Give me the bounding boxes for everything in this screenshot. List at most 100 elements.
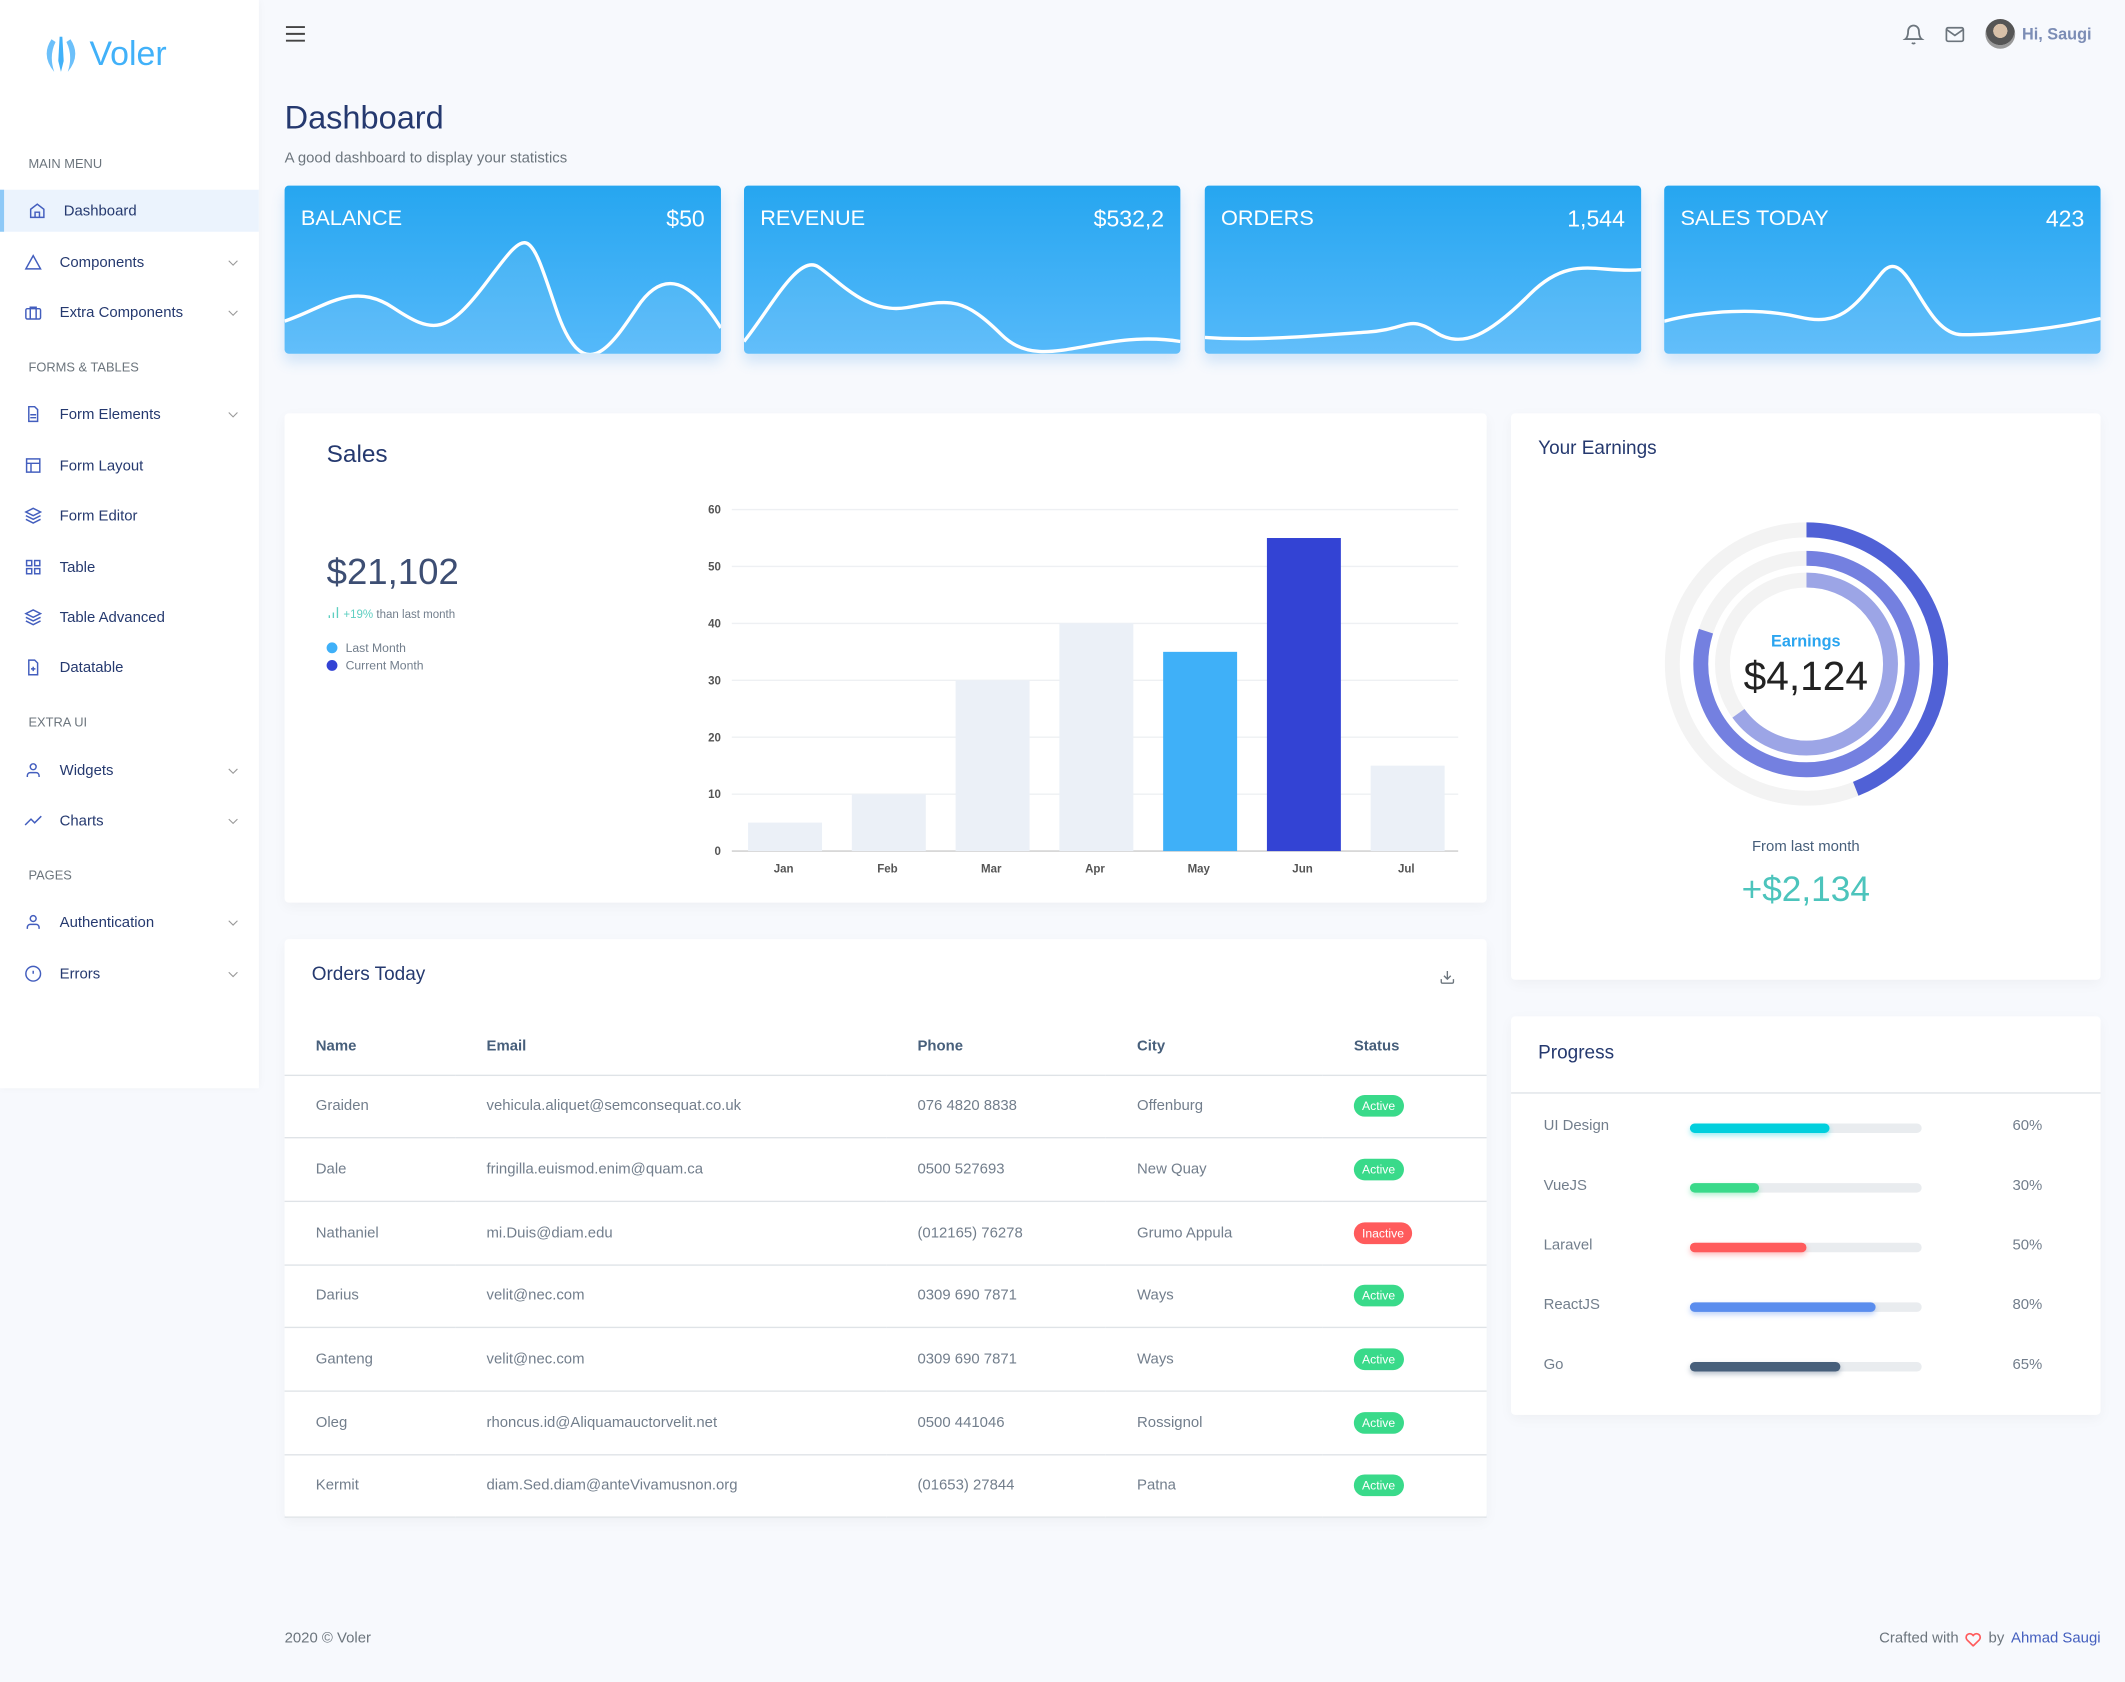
sales-change-text: than last month: [376, 607, 456, 621]
download-icon[interactable]: [1439, 969, 1455, 985]
file-plus-icon: [28, 659, 39, 676]
table-cell: Active: [1322, 1264, 1487, 1329]
author-link[interactable]: Ahmad Saugi: [2011, 1630, 2101, 1647]
sidebar-item-label: Authentication: [59, 914, 155, 931]
stat-card-balance: BALANCE $50: [284, 185, 721, 354]
sidebar-item-components[interactable]: Components: [0, 241, 259, 283]
sidebar-item-table[interactable]: Table: [0, 546, 259, 588]
menu-section-title: FORMS & TABLES: [28, 360, 139, 376]
table-row[interactable]: Kermit diam.Sed.diam@anteVivamusnon.org (0…: [284, 1454, 1487, 1519]
progress-fill: [1689, 1302, 1876, 1312]
chevron-down-icon: [228, 919, 238, 926]
progress-item-laravel: Laravel 50%: [1544, 1233, 2059, 1260]
sidebar: Voler MAIN MENU FORMS & TABLES EXTRA UI PAG…: [0, 0, 259, 1089]
table-cell: Oleg: [284, 1391, 456, 1455]
table-cell: 0500 441046: [886, 1391, 1106, 1455]
menu-section-title: EXTRA UI: [28, 715, 88, 731]
logo[interactable]: Voler: [43, 35, 167, 74]
table-cell: Ganteng: [284, 1327, 456, 1392]
table-row[interactable]: Dale fringilla.euismod.enim@quam.ca 0500 5…: [284, 1137, 1487, 1202]
user-icon: [26, 914, 40, 929]
sidebar-item-datatable[interactable]: Datatable: [0, 646, 259, 688]
status-badge: Active: [1353, 1348, 1404, 1371]
table-cell: velit@nec.com: [455, 1327, 887, 1392]
sidebar-item-charts[interactable]: Charts: [0, 800, 259, 842]
page-subtitle: A good dashboard to display your statist…: [284, 150, 568, 167]
page-title: Dashboard: [284, 100, 444, 137]
sidebar-item-authentication[interactable]: Authentication: [0, 901, 259, 943]
sidebar-item-form-layout[interactable]: Form Layout: [0, 445, 259, 487]
x-tick-label: Mar: [981, 864, 1002, 876]
status-badge: Active: [1353, 1158, 1404, 1181]
stat-value: 423: [2045, 205, 2085, 232]
avatar: [1985, 18, 2016, 49]
table-cell: Ways: [1105, 1327, 1323, 1392]
bar-jan: [748, 822, 823, 852]
legend-item: Last Month: [326, 638, 424, 656]
alert-circle-icon: [25, 965, 42, 982]
sidebar-item-table-advanced[interactable]: Table Advanced: [0, 596, 259, 638]
sales-total: $21,102: [326, 551, 459, 593]
y-tick-label: 30: [708, 675, 721, 687]
x-tick-label: Jul: [1398, 864, 1415, 876]
stat-sparkline: [744, 263, 1181, 354]
table-row[interactable]: Oleg rhoncus.id@Aliquamauctorvelit.net 050…: [284, 1391, 1487, 1455]
table-row[interactable]: Graiden vehicula.aliquet@semconsequat.co.…: [284, 1074, 1487, 1139]
earnings-card: Your Earnings Earnings $4,124 From last …: [1511, 413, 2101, 980]
x-tick-label: Feb: [877, 864, 897, 876]
sidebar-item-form-editor[interactable]: Form Editor: [0, 495, 259, 537]
sidebar-item-dashboard[interactable]: Dashboard: [0, 189, 259, 232]
stat-title: SALES TODAY: [1680, 207, 1829, 231]
sidebar-item-label: Form Editor: [59, 507, 138, 524]
earnings-radial-chart: [1664, 522, 1949, 806]
sidebar-item-label: Errors: [59, 965, 101, 982]
progress-name: ReactJS: [1543, 1296, 1600, 1314]
stat-title: REVENUE: [760, 207, 866, 231]
progress-item-reactjs: ReactJS 80%: [1544, 1293, 2059, 1320]
table-cell: Nathaniel: [284, 1201, 456, 1266]
progress-name: VueJS: [1543, 1177, 1587, 1194]
progress-bar: [1689, 1183, 1922, 1193]
table-cell: (012165) 76278: [886, 1201, 1106, 1266]
stat-value: $532,2: [1093, 205, 1165, 232]
footer-copyright: 2020 © Voler: [284, 1630, 372, 1647]
divider: [1511, 1092, 2101, 1094]
logo-icon: [46, 35, 76, 72]
orders-card: Orders Today Name Email Phone City Status Gra…: [284, 939, 1487, 1519]
table-row[interactable]: Darius velit@nec.com 0309 690 7871 Ways Acti…: [284, 1264, 1487, 1329]
earnings-center-label: Earnings: [1770, 631, 1841, 651]
mail-icon[interactable]: [1943, 24, 1966, 44]
y-tick-label: 40: [708, 618, 721, 630]
table-cell: Grumo Appula: [1105, 1201, 1323, 1266]
legend-label: Last Month: [345, 640, 406, 654]
stat-title: BALANCE: [300, 207, 403, 231]
sidebar-item-widgets[interactable]: Widgets: [0, 749, 259, 791]
progress-name: Go: [1543, 1356, 1564, 1373]
sidebar-item-label: Form Layout: [59, 457, 144, 474]
sidebar-item-form-elements[interactable]: Form Elements: [0, 393, 259, 435]
hamburger-menu-button[interactable]: [285, 24, 307, 50]
progress-fill: [1689, 1361, 1841, 1372]
user-menu[interactable]: Hi, Saugi: [1985, 18, 2092, 49]
bell-icon[interactable]: [1902, 22, 1925, 45]
table-cell: Darius: [284, 1264, 456, 1329]
bar-jun: [1266, 538, 1341, 852]
progress-name: Laravel: [1543, 1237, 1593, 1254]
sales-card: Sales $21,102 +19% than last month Last …: [284, 413, 1487, 903]
stat-sparkline: [1204, 266, 1642, 354]
chevron-down-icon: [228, 259, 238, 266]
stat-value: $50: [666, 205, 705, 232]
table-row[interactable]: Nathaniel mi.Duis@diam.edu (012165) 76278 G…: [284, 1201, 1487, 1266]
sidebar-item-errors[interactable]: Errors: [0, 953, 259, 995]
status-badge: Active: [1353, 1095, 1404, 1118]
triangle-icon: [24, 254, 42, 270]
chevron-down-icon: [228, 818, 238, 824]
from-last-month-value: +$2,134: [1741, 868, 1870, 910]
table-row[interactable]: Ganteng velit@nec.com 0309 690 7871 Ways Act…: [284, 1327, 1487, 1392]
table-cell: Offenburg: [1105, 1074, 1323, 1139]
sidebar-item-extra-components[interactable]: Extra Components: [0, 291, 259, 333]
trending-up-icon: [24, 815, 42, 826]
table-cell: Ways: [1105, 1264, 1323, 1329]
progress-percent: 60%: [2012, 1118, 2043, 1135]
grid-icon: [25, 559, 41, 575]
